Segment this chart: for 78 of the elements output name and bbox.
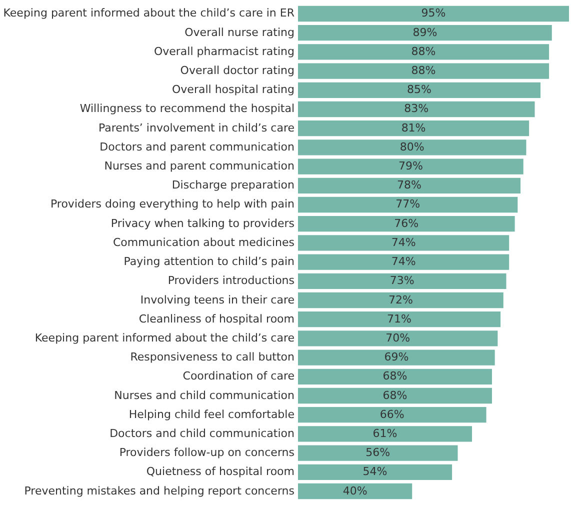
y-tick-label: Doctors and parent communication <box>100 140 295 154</box>
y-tick-label: Paying attention to child’s pain <box>124 255 295 268</box>
bar <box>298 312 501 328</box>
bar <box>298 120 530 136</box>
bar <box>298 292 504 308</box>
bar <box>298 273 506 289</box>
bar <box>298 368 492 384</box>
y-tick-label: Nurses and parent communication <box>104 160 295 173</box>
bar <box>298 388 492 404</box>
data-label: 77% <box>396 198 420 211</box>
y-tick-label: Privacy when talking to providers <box>110 216 295 230</box>
data-label: 73% <box>390 274 414 288</box>
bar <box>298 426 472 442</box>
data-label: 85% <box>407 83 432 96</box>
bar <box>298 350 495 366</box>
data-label: 68% <box>382 370 408 383</box>
y-tick-label: Keeping parent informed about the child’s care <box>34 331 295 344</box>
data-label: 71% <box>387 312 412 326</box>
data-label: 72% <box>388 293 413 306</box>
data-label: 66% <box>380 408 404 421</box>
y-tick-label: Providers follow-up on concerns <box>119 446 295 460</box>
data-label: 89% <box>412 26 438 39</box>
y-tick-label: Overall pharmacist rating <box>154 44 294 58</box>
y-tick-label: Willingness to recommend the hospital <box>80 102 294 116</box>
bar <box>298 158 524 174</box>
bar <box>298 483 412 500</box>
y-tick-label: Keeping parent informed about the child’s care in ER <box>3 6 295 20</box>
y-tick-label: Providers doing everything to help with pain <box>50 198 295 211</box>
y-tick-label: Involving teens in their care <box>140 293 295 306</box>
data-label: 70% <box>386 331 410 344</box>
bar <box>298 216 515 232</box>
bar <box>298 445 458 461</box>
data-label: 56% <box>366 446 390 460</box>
data-label: 54% <box>362 465 388 478</box>
data-label: 74% <box>391 255 416 268</box>
bar <box>298 6 569 22</box>
y-tick-label: Communication about medicines <box>112 236 295 249</box>
y-tick-label: Cleanliness of hospital room <box>138 312 294 326</box>
bar <box>298 63 550 79</box>
bar <box>298 407 486 423</box>
y-tick-label: Overall doctor rating <box>180 64 294 78</box>
y-tick-label: Overall hospital rating <box>172 83 294 96</box>
bar <box>298 140 526 156</box>
data-label: 61% <box>372 426 398 440</box>
data-label: 69% <box>384 350 409 364</box>
bar <box>298 235 510 251</box>
bar <box>298 178 521 194</box>
data-label: 78% <box>397 178 422 192</box>
bar <box>298 25 552 41</box>
y-tick-label: Quietness of hospital room <box>146 465 294 478</box>
bar <box>298 330 498 346</box>
y-tick-label: Parents’ involvement in child’s care <box>98 121 295 134</box>
data-label: 88% <box>411 44 436 58</box>
bar <box>298 196 518 213</box>
data-label: 40% <box>342 484 368 498</box>
y-tick-label: Overall nurse rating <box>184 26 294 39</box>
data-label: 74% <box>391 236 416 249</box>
data-label: 83% <box>404 102 429 116</box>
y-tick-label: Responsiveness to call button <box>130 350 295 364</box>
data-label: 76% <box>394 216 419 230</box>
bar <box>298 82 540 98</box>
y-tick-label: Coordination of care <box>182 370 295 383</box>
y-tick-label: Discharge preparation <box>172 178 295 192</box>
bar <box>298 254 510 270</box>
data-label: 88% <box>411 64 436 78</box>
y-tick-label: Nurses and child communication <box>114 388 295 402</box>
bar <box>298 44 550 60</box>
bar <box>298 101 535 118</box>
y-tick-label: Providers introductions <box>168 274 295 288</box>
data-label: 79% <box>398 160 423 173</box>
data-label: 81% <box>401 121 426 134</box>
data-label: 95% <box>421 6 446 20</box>
bar <box>298 464 452 480</box>
data-label: 80% <box>400 140 424 154</box>
y-tick-label: Preventing mistakes and helping report concerns <box>24 484 295 498</box>
y-tick-label: Doctors and child communication <box>110 426 295 440</box>
data-label: 68% <box>382 388 408 402</box>
y-tick-label: Helping child feel comfortable <box>128 408 295 421</box>
